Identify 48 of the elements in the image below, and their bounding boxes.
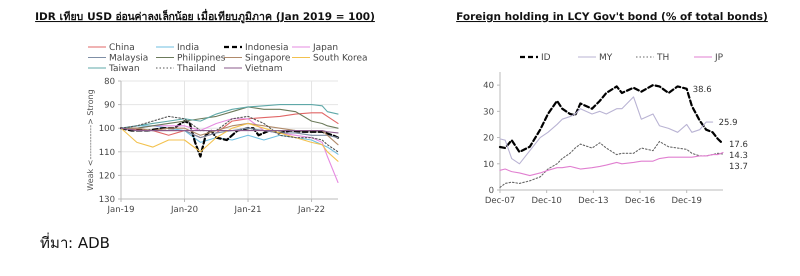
x-tick-label: Dec-13 xyxy=(578,196,609,206)
legend-label: Philippines xyxy=(177,54,226,64)
y-axis-title: Weak <------------> Strong xyxy=(86,89,95,191)
legend-label: Japan xyxy=(312,43,338,53)
annotation: 13.7 xyxy=(729,162,748,172)
x-tick-label: Dec-07 xyxy=(484,196,516,206)
legend-label: MY xyxy=(599,53,613,63)
annotation: 14.3 xyxy=(729,150,748,161)
legend-label: Vietnam xyxy=(245,64,283,74)
legend-label: India xyxy=(177,43,200,53)
legend-label: China xyxy=(109,43,135,53)
y-tick-label: 80 xyxy=(104,77,115,87)
y-tick-label: 120 xyxy=(98,171,115,182)
y-tick-label: 40 xyxy=(483,81,494,92)
x-tick-label: Jan-21 xyxy=(234,205,262,215)
annotation: 25.9 xyxy=(718,118,738,128)
legend-label: TH xyxy=(656,53,670,63)
y-tick-label: 100 xyxy=(98,124,115,134)
annotation: 38.6 xyxy=(692,84,712,95)
legend-label: South Korea xyxy=(313,54,368,64)
y-tick-label: 0 xyxy=(488,186,494,196)
y-tick-label: 30 xyxy=(483,107,494,118)
chart-title: IDR เทียบ USD อ่อนค่าลงเล็กน้อย เมื่อเทียบภูมิภาค (Jan 2019 = 100) xyxy=(35,8,375,24)
line-series xyxy=(499,152,724,176)
text: ที่มา: ADB xyxy=(40,232,110,252)
x-tick-label: Dec-19 xyxy=(672,196,702,206)
x-tick-label: Dec-16 xyxy=(624,196,656,206)
line-series xyxy=(499,96,714,164)
legend-label: Indonesia xyxy=(245,43,289,53)
y-tick-label: 10 xyxy=(483,160,494,170)
legend-label: Taiwan xyxy=(108,64,140,74)
chart-title: Foreign holding in LCY Gov't bond (% of total bonds) xyxy=(456,11,768,23)
x-tick-label: Dec-10 xyxy=(532,196,562,206)
y-tick-label: 130 xyxy=(98,195,115,205)
y-tick-label: 20 xyxy=(483,134,494,144)
legend-label: Thailand xyxy=(176,64,216,74)
x-tick-label: Jan-19 xyxy=(106,205,134,215)
legend-label: Singapore xyxy=(245,54,291,64)
x-tick-label: Jan-22 xyxy=(297,205,326,215)
line-series xyxy=(120,116,339,152)
y-tick-label: 90 xyxy=(104,100,115,111)
legend-label: ID xyxy=(541,53,551,63)
y-tick-label: 110 xyxy=(98,148,115,158)
line-series xyxy=(499,140,724,188)
annotation: 17.6 xyxy=(729,140,748,150)
x-tick-label: Jan-20 xyxy=(170,205,198,215)
legend-label: Malaysia xyxy=(109,54,148,64)
legend-label: JP xyxy=(714,53,724,63)
